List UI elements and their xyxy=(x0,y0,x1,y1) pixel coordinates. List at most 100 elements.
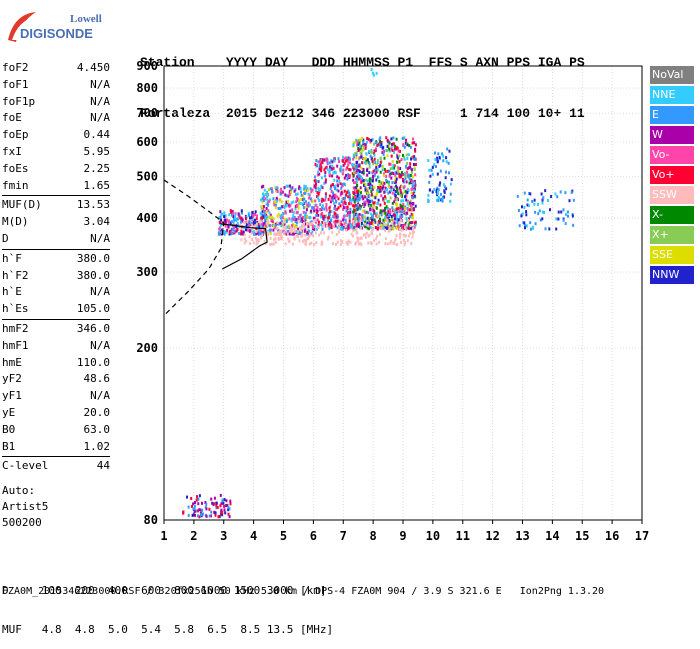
echo-point xyxy=(427,159,430,162)
echo-point xyxy=(411,213,414,217)
echo-point xyxy=(321,221,324,225)
echo-point xyxy=(378,190,381,194)
echo-point xyxy=(366,189,369,193)
echo-point xyxy=(252,215,255,219)
echo-point xyxy=(344,214,346,218)
echo-point xyxy=(330,219,333,223)
echo-point xyxy=(555,227,558,231)
echo-point xyxy=(245,225,248,228)
echo-point xyxy=(245,228,247,232)
echo-point xyxy=(248,229,251,233)
echo-point xyxy=(336,207,339,211)
echo-point xyxy=(318,233,321,237)
echo-point xyxy=(270,242,273,246)
file-info-line: FZA0M_2015346223000.RSF / 320fx256h 50 k… xyxy=(2,586,605,597)
echo-point xyxy=(361,194,364,198)
echo-point xyxy=(303,222,305,225)
echo-point xyxy=(315,159,318,162)
echo-point xyxy=(391,149,394,152)
echo-point xyxy=(295,218,298,222)
echo-point xyxy=(349,161,352,165)
echo-point xyxy=(355,227,358,231)
echo-point xyxy=(338,222,341,226)
param-value: N/A xyxy=(90,338,110,352)
echo-point xyxy=(262,194,265,198)
echo-point xyxy=(295,196,298,200)
param-label: hmF1 xyxy=(2,338,29,352)
echo-point xyxy=(353,195,356,199)
echo-point xyxy=(380,223,383,227)
echo-point xyxy=(283,230,286,234)
echo-point xyxy=(349,207,352,211)
echo-point xyxy=(211,501,214,505)
echo-point xyxy=(397,192,400,196)
echo-point xyxy=(259,229,262,233)
echo-point xyxy=(341,197,344,201)
echo-point xyxy=(347,239,350,243)
echo-point xyxy=(375,194,378,197)
echo-point xyxy=(306,203,309,207)
echo-point xyxy=(385,178,388,182)
echo-point xyxy=(300,193,303,197)
echo-point xyxy=(264,215,267,219)
param-label: foE xyxy=(2,111,22,125)
echo-point xyxy=(409,145,412,149)
echo-point xyxy=(284,211,287,215)
echo-point xyxy=(293,237,296,241)
echo-point xyxy=(344,159,347,163)
legend-item: X+ xyxy=(650,226,694,244)
echo-point xyxy=(334,222,337,226)
param-value: 5.95 xyxy=(83,144,111,158)
echo-point xyxy=(335,200,338,204)
x-tick-label: 2 xyxy=(190,529,197,543)
echo-point xyxy=(516,194,519,198)
echo-point xyxy=(390,188,393,192)
echo-point xyxy=(410,171,413,175)
echo-point xyxy=(225,504,228,507)
echo-point xyxy=(321,206,323,210)
echo-point xyxy=(411,180,414,184)
echo-point xyxy=(539,218,542,222)
echo-point xyxy=(366,158,369,162)
echo-point xyxy=(197,509,200,513)
echo-point xyxy=(255,230,258,233)
echo-point xyxy=(353,164,356,168)
echo-point xyxy=(342,163,345,167)
echo-point xyxy=(223,498,226,502)
echo-point xyxy=(376,227,379,231)
echo-point xyxy=(442,159,445,163)
echo-point xyxy=(317,170,319,174)
echo-point xyxy=(388,180,390,184)
echo-point xyxy=(369,154,372,158)
echo-point xyxy=(251,238,254,241)
echo-point xyxy=(390,226,393,230)
echo-point xyxy=(400,171,403,175)
echo-point xyxy=(385,180,388,184)
echo-point xyxy=(287,194,290,198)
echo-point xyxy=(409,231,412,235)
echo-point xyxy=(405,138,407,142)
echo-point xyxy=(384,226,387,230)
echo-point xyxy=(333,206,336,210)
echo-point xyxy=(390,176,393,180)
echo-point xyxy=(395,180,397,184)
echo-point xyxy=(371,177,374,181)
echo-point xyxy=(523,221,526,225)
echo-point xyxy=(334,224,337,228)
echo-point xyxy=(279,221,282,225)
echo-point xyxy=(382,226,385,230)
echo-point xyxy=(557,210,560,214)
echo-point xyxy=(356,183,359,187)
echo-point xyxy=(391,143,393,146)
echo-point xyxy=(367,160,370,164)
echo-point xyxy=(350,198,353,202)
echo-point xyxy=(362,140,365,144)
echo-point xyxy=(268,215,271,219)
echo-point xyxy=(414,149,417,153)
echo-point xyxy=(277,237,280,241)
echo-point xyxy=(265,210,268,214)
echo-point xyxy=(395,171,398,175)
echo-point xyxy=(282,232,285,236)
echo-point xyxy=(324,198,327,202)
echo-point xyxy=(413,179,416,183)
